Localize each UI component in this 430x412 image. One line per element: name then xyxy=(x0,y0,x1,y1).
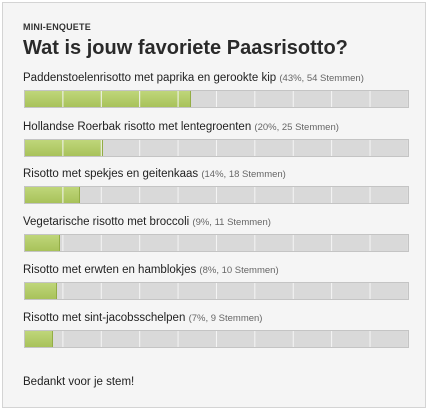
result-bar xyxy=(24,90,409,108)
option-result: (9%, 11 Stemmen) xyxy=(192,217,271,228)
option-label: Risotto met sint-jacobsschelpen xyxy=(23,312,186,324)
result-bar xyxy=(24,282,409,300)
poll-widget: MINI-ENQUETE Wat is jouw favoriete Paasr… xyxy=(2,2,426,408)
option-label: Risotto met erwten en hamblokjes xyxy=(23,264,197,276)
option-result: (14%, 18 Stemmen) xyxy=(201,169,286,180)
poll-option: Vegetarische risotto met broccoli (9%, 1… xyxy=(23,215,415,252)
poll-option: Hollandse Roerbak risotto met lentegroen… xyxy=(23,120,415,157)
poll-title: Wat is jouw favoriete Paasrisotto? xyxy=(23,37,348,59)
option-label: Risotto met spekjes en geitenkaas xyxy=(23,168,199,180)
result-bar xyxy=(24,330,409,348)
option-label: Hollandse Roerbak risotto met lentegroen… xyxy=(23,121,252,133)
option-result: (20%, 25 Stemmen) xyxy=(254,122,339,133)
poll-option: Risotto met erwten en hamblokjes (8%, 10… xyxy=(23,263,415,300)
result-bar xyxy=(24,139,409,157)
poll-kicker: MINI-ENQUETE xyxy=(23,22,91,32)
thanks-message: Bedankt voor je stem! xyxy=(23,376,135,388)
option-label: Paddenstoelenrisotto met paprika en gero… xyxy=(23,72,277,84)
option-result: (43%, 54 Stemmen) xyxy=(279,73,364,84)
result-bar xyxy=(24,234,409,252)
result-bar xyxy=(24,186,409,204)
option-result: (8%, 10 Stemmen) xyxy=(199,265,279,276)
poll-option: Risotto met spekjes en geitenkaas (14%, … xyxy=(23,167,415,204)
poll-option: Paddenstoelenrisotto met paprika en gero… xyxy=(23,71,415,108)
poll-option: Risotto met sint-jacobsschelpen (7%, 9 S… xyxy=(23,311,415,348)
option-result: (7%, 9 Stemmen) xyxy=(188,313,263,324)
option-label: Vegetarische risotto met broccoli xyxy=(23,216,190,228)
